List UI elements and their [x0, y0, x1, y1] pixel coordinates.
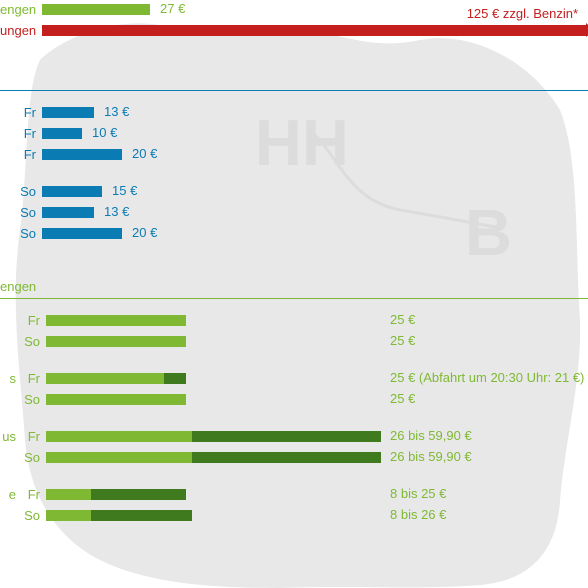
day-label: So [0, 226, 42, 241]
day-label: Fr [16, 429, 46, 444]
price-row: eFr 8 bis 25 € [0, 485, 588, 504]
price-label: 10 € [92, 125, 117, 140]
price-label: 25 € [390, 391, 415, 406]
day-label: Fr [16, 313, 46, 328]
provider-tag: e [0, 487, 16, 502]
price-bar [91, 489, 186, 500]
price-bar [42, 4, 150, 15]
price-label: 20 € [132, 225, 157, 240]
price-bar [42, 149, 122, 160]
price-bar [164, 373, 186, 384]
price-row: Fr 20 € [0, 145, 588, 164]
price-bar [46, 489, 91, 500]
day-label: Fr [16, 371, 46, 386]
price-label: 27 € [160, 1, 185, 16]
price-bar [192, 452, 382, 463]
price-bar [46, 373, 164, 384]
price-label: 26 bis 59,90 € [390, 428, 472, 443]
price-bar [42, 25, 588, 36]
price-label: 8 bis 25 € [390, 486, 446, 501]
price-row: So 8 bis 26 € [0, 506, 588, 525]
price-bar [46, 336, 186, 347]
price-row: usFr 26 bis 59,90 € [0, 427, 588, 446]
price-label: 26 bis 59,90 € [390, 449, 472, 464]
day-label: Fr [16, 487, 46, 502]
price-row: Fr 10 € [0, 124, 588, 143]
price-bar [91, 510, 192, 521]
top-label-1: engen [0, 2, 42, 17]
price-label: 15 € [112, 183, 137, 198]
price-bar [42, 207, 94, 218]
day-label: So [0, 184, 42, 199]
day-label: Fr [0, 126, 42, 141]
day-label: So [16, 334, 46, 349]
price-row: So 25 € [0, 332, 588, 351]
price-row: Fr 13 € [0, 103, 588, 122]
price-row: So 15 € [0, 182, 588, 201]
provider-tag: s [0, 371, 16, 386]
price-label: 25 € [390, 312, 415, 327]
price-label: 13 € [104, 204, 129, 219]
price-bar [42, 128, 82, 139]
price-label: 13 € [104, 104, 129, 119]
price-bar [192, 431, 382, 442]
price-row: Fr 25 € [0, 311, 588, 330]
price-row: So 13 € [0, 203, 588, 222]
top-label-2: ungen [0, 23, 42, 38]
day-label: So [16, 392, 46, 407]
price-label: 125 € zzgl. Benzin* [467, 6, 578, 21]
day-label: So [16, 450, 46, 465]
day-label: So [16, 508, 46, 523]
price-label: 25 € [390, 333, 415, 348]
price-row: So 26 bis 59,90 € [0, 448, 588, 467]
price-bar [42, 107, 94, 118]
day-label: Fr [0, 147, 42, 162]
price-row: So 20 € [0, 224, 588, 243]
price-bar [46, 452, 192, 463]
price-bar [42, 228, 122, 239]
price-label: 8 bis 26 € [390, 507, 446, 522]
price-bar [46, 394, 186, 405]
price-row: So 25 € [0, 390, 588, 409]
day-label: Fr [0, 105, 42, 120]
provider-tag: us [0, 429, 16, 444]
price-label: 25 € (Abfahrt um 20:30 Uhr: 21 €) [390, 370, 584, 385]
price-bar [46, 315, 186, 326]
price-bar [46, 510, 91, 521]
price-bar [42, 186, 102, 197]
day-label: So [0, 205, 42, 220]
section-label: engen [0, 279, 42, 294]
price-bar [46, 431, 192, 442]
price-row: sFr 25 € (Abfahrt um 20:30 Uhr: 21 €) [0, 369, 588, 388]
price-label: 20 € [132, 146, 157, 161]
